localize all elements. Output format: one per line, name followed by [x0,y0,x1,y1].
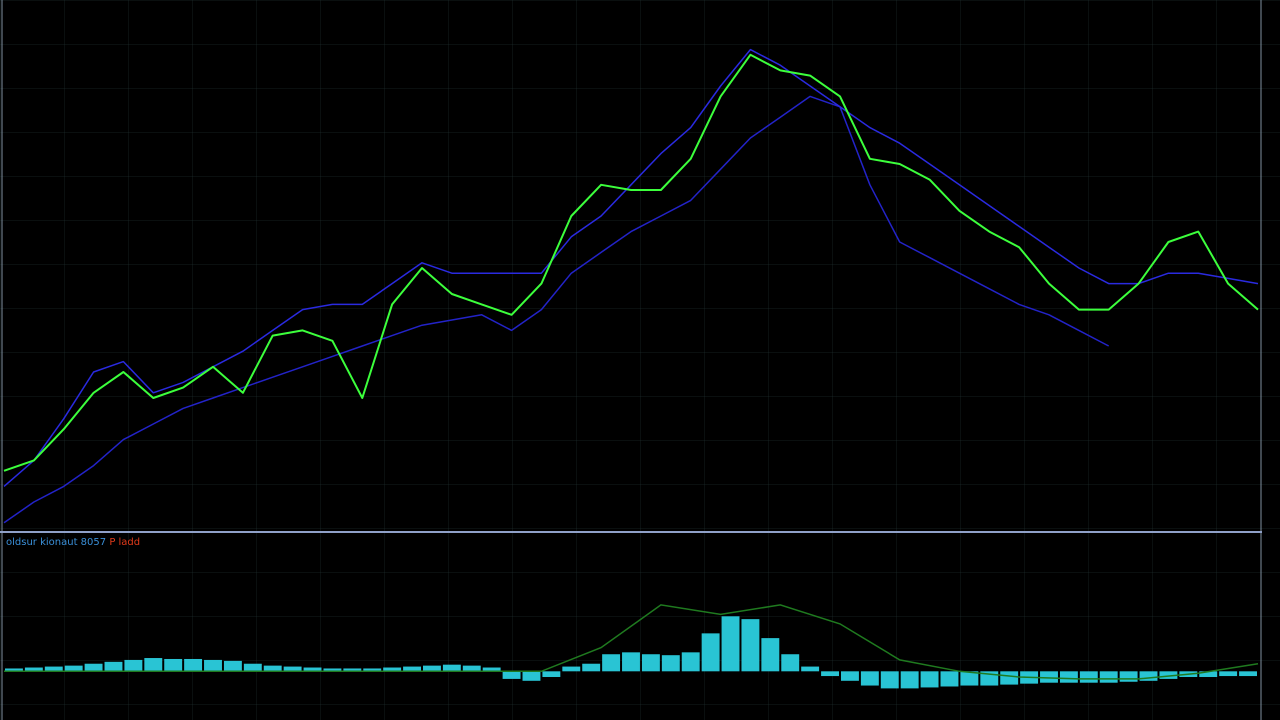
histogram-bar [84,663,103,672]
histogram-bar [124,659,143,672]
indicator-name: oldsur kionaut 8057 [6,537,106,548]
histogram-bar [1059,671,1078,683]
histogram-bar [821,671,839,677]
histogram-bar [482,667,501,672]
histogram-bar [960,671,979,686]
histogram-bar [582,663,601,672]
histogram-bar [64,665,83,672]
indicator-label: oldsur kionaut 8057 P ladd [6,537,140,548]
histogram-bar [502,671,521,679]
histogram-bar [622,652,640,672]
histogram-bar [681,652,700,672]
histogram-bar [701,633,720,672]
histogram-bar [522,671,541,681]
price-line [3,48,1259,487]
histogram-bar [661,655,680,672]
histogram-bar [641,654,660,672]
histogram-bar [1119,671,1138,682]
histogram-bar [1099,671,1118,683]
histogram-bar [920,671,939,688]
histogram-bar [1219,671,1238,677]
histogram-bar [860,671,879,686]
histogram-bar [104,661,123,672]
histogram-bar [562,666,581,672]
histogram-bar [403,666,421,672]
histogram-bar [204,659,222,672]
price-line [3,95,1110,524]
histogram-bar [1239,671,1257,677]
histogram-bar [24,667,43,672]
histogram-bar [323,668,342,672]
histogram-bar [383,667,402,672]
histogram-bar [223,660,242,672]
signal-line [4,604,1259,680]
histogram-bar [303,667,322,672]
histogram-bar [184,658,203,672]
histogram-bar [283,666,302,672]
histogram-bar [721,616,740,672]
histogram-bar [602,654,621,672]
histogram-bar [801,666,820,672]
histogram-bar [1040,671,1058,683]
histogram-bar [940,671,959,687]
histogram-bar [781,654,800,672]
price-line [3,53,1259,472]
histogram-bar [144,658,163,672]
histogram-bar [462,665,481,672]
histogram-bar [1000,671,1019,685]
histogram-bar [363,668,382,672]
histogram-bar [1079,671,1098,683]
histogram-bar [243,663,262,672]
histogram-bar [841,671,859,681]
histogram-bar [1199,671,1218,678]
histogram-bar [880,671,899,689]
histogram-bar [423,665,441,672]
histogram-bar [761,638,780,672]
histogram-bar [542,671,561,678]
histogram-bar [1139,671,1158,681]
indicator-param: P ladd [109,537,140,548]
histogram-bar [44,666,63,672]
histogram-bar [1159,671,1178,679]
histogram-bar [343,668,362,672]
histogram-bar [442,664,461,672]
histogram-bar [900,671,919,689]
histogram-bar [164,658,183,672]
histogram-bar [5,668,23,672]
histogram-bar [741,619,760,672]
histogram-bar [263,665,282,672]
